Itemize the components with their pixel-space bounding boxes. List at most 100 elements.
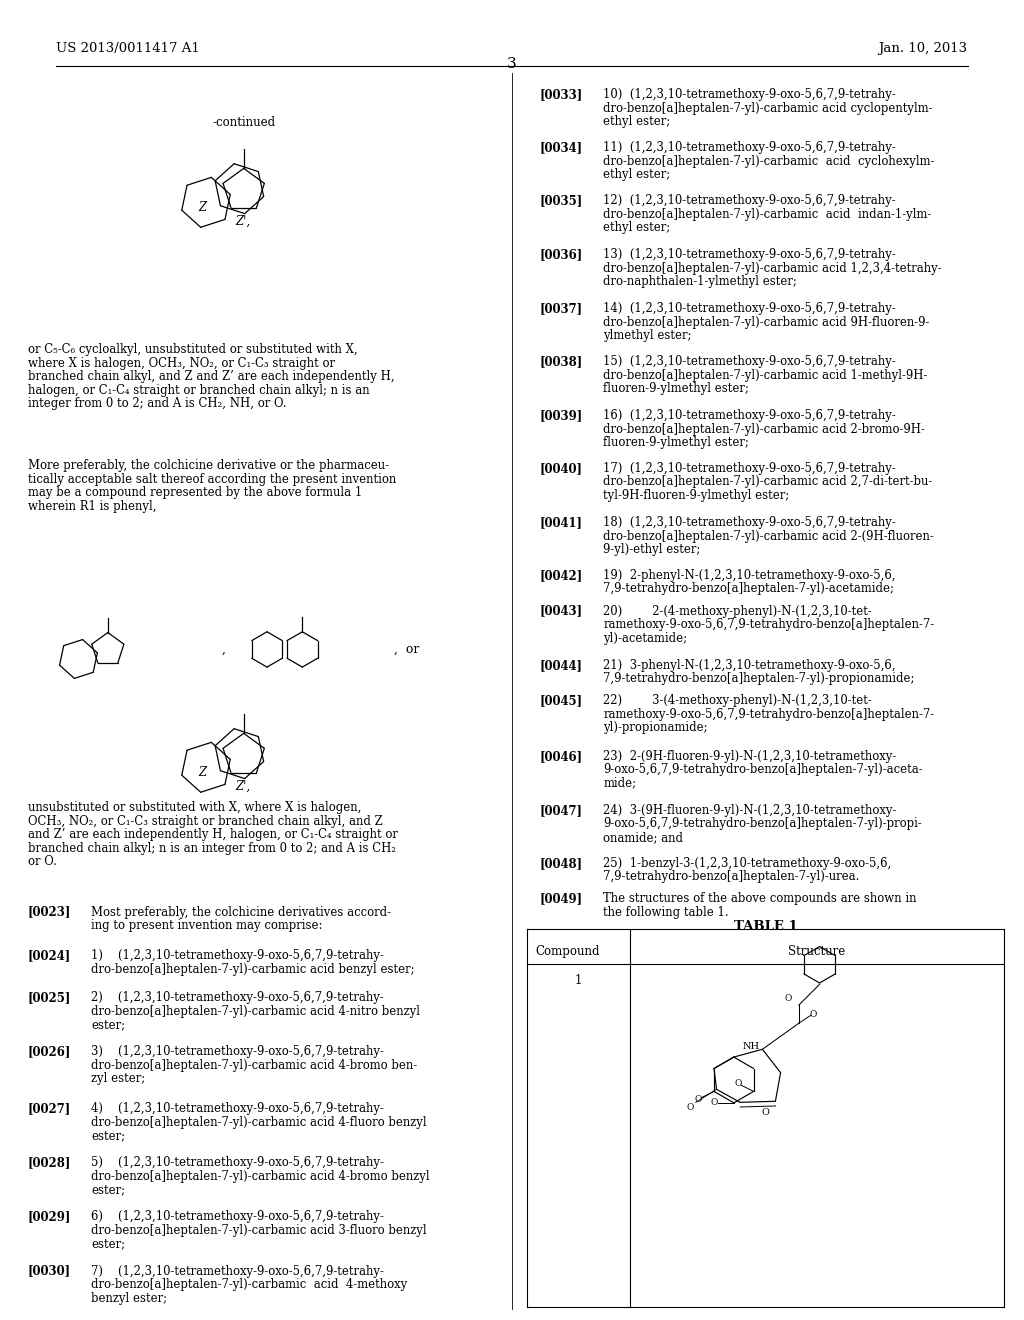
Text: [0041]: [0041]: [540, 516, 583, 529]
Text: dro-benzo[a]heptalen-7-yl)-carbamic acid benzyl ester;: dro-benzo[a]heptalen-7-yl)-carbamic acid…: [91, 962, 415, 975]
Text: and Z’ are each independently H, halogen, or C₁-C₄ straight or: and Z’ are each independently H, halogen…: [28, 828, 397, 841]
Text: dro-naphthalen-1-ylmethyl ester;: dro-naphthalen-1-ylmethyl ester;: [603, 275, 797, 288]
Text: 20)        2-(4-methoxy-phenyl)-N-(1,2,3,10-tet-: 20) 2-(4-methoxy-phenyl)-N-(1,2,3,10-tet…: [603, 605, 871, 618]
Text: 7,9-tetrahydro-benzo[a]heptalen-7-yl)-urea.: 7,9-tetrahydro-benzo[a]heptalen-7-yl)-ur…: [603, 870, 859, 883]
Text: 14)  (1,2,3,10-tetramethoxy-9-oxo-5,6,7,9-tetrahy-: 14) (1,2,3,10-tetramethoxy-9-oxo-5,6,7,9…: [603, 302, 896, 315]
Text: mide;: mide;: [603, 776, 636, 789]
Text: yl)-acetamide;: yl)-acetamide;: [603, 631, 687, 644]
Text: 22)        3-(4-methoxy-phenyl)-N-(1,2,3,10-tet-: 22) 3-(4-methoxy-phenyl)-N-(1,2,3,10-tet…: [603, 694, 871, 708]
Text: 7,9-tetrahydro-benzo[a]heptalen-7-yl)-propionamide;: 7,9-tetrahydro-benzo[a]heptalen-7-yl)-pr…: [603, 672, 914, 685]
Text: or O.: or O.: [28, 855, 56, 869]
Text: unsubstituted or substituted with X, where X is halogen,: unsubstituted or substituted with X, whe…: [28, 801, 361, 814]
Text: O: O: [762, 1107, 769, 1117]
Text: dro-benzo[a]heptalen-7-yl)-carbamic acid 2,7-di-tert-bu-: dro-benzo[a]heptalen-7-yl)-carbamic acid…: [603, 475, 933, 488]
Text: [0033]: [0033]: [540, 88, 583, 102]
Text: 1)    (1,2,3,10-tetramethoxy-9-oxo-5,6,7,9-tetrahy-: 1) (1,2,3,10-tetramethoxy-9-oxo-5,6,7,9-…: [91, 949, 384, 962]
Text: 7,9-tetrahydro-benzo[a]heptalen-7-yl)-acetamide;: 7,9-tetrahydro-benzo[a]heptalen-7-yl)-ac…: [603, 582, 894, 595]
Text: 9-yl)-ethyl ester;: 9-yl)-ethyl ester;: [603, 543, 700, 556]
Text: [0030]: [0030]: [28, 1265, 71, 1278]
Text: dro-benzo[a]heptalen-7-yl)-carbamic acid 2-bromo-9H-: dro-benzo[a]heptalen-7-yl)-carbamic acid…: [603, 422, 925, 436]
Text: [0026]: [0026]: [28, 1045, 71, 1059]
Text: [0029]: [0029]: [28, 1210, 71, 1224]
Text: ing to present invention may comprise:: ing to present invention may comprise:: [91, 919, 323, 932]
Text: US 2013/0011417 A1: US 2013/0011417 A1: [56, 42, 200, 55]
Text: [0043]: [0043]: [540, 605, 583, 618]
Text: [0037]: [0037]: [540, 302, 583, 315]
Text: 13)  (1,2,3,10-tetramethoxy-9-oxo-5,6,7,9-tetrahy-: 13) (1,2,3,10-tetramethoxy-9-oxo-5,6,7,9…: [603, 248, 896, 261]
Text: [0023]: [0023]: [28, 906, 71, 919]
Text: 5)    (1,2,3,10-tetramethoxy-9-oxo-5,6,7,9-tetrahy-: 5) (1,2,3,10-tetramethoxy-9-oxo-5,6,7,9-…: [91, 1156, 384, 1170]
Text: 18)  (1,2,3,10-tetramethoxy-9-oxo-5,6,7,9-tetrahy-: 18) (1,2,3,10-tetramethoxy-9-oxo-5,6,7,9…: [603, 516, 896, 529]
Text: 1: 1: [574, 974, 583, 987]
Text: ramethoxy-9-oxo-5,6,7,9-tetrahydro-benzo[a]heptalen-7-: ramethoxy-9-oxo-5,6,7,9-tetrahydro-benzo…: [603, 618, 934, 631]
Text: ester;: ester;: [91, 1018, 125, 1031]
Text: dro-benzo[a]heptalen-7-yl)-carbamic acid 4-bromo ben-: dro-benzo[a]heptalen-7-yl)-carbamic acid…: [91, 1059, 417, 1072]
Text: [0024]: [0024]: [28, 949, 71, 962]
Text: -continued: -continued: [212, 116, 275, 129]
Text: Jan. 10, 2013: Jan. 10, 2013: [879, 42, 968, 55]
Text: TABLE 1: TABLE 1: [733, 920, 798, 933]
Text: 9-oxo-5,6,7,9-tetrahydro-benzo[a]heptalen-7-yl)-aceta-: 9-oxo-5,6,7,9-tetrahydro-benzo[a]heptale…: [603, 763, 923, 776]
Text: ester;: ester;: [91, 1183, 125, 1196]
Text: dro-benzo[a]heptalen-7-yl)-carbamic acid 2-(9H-fluoren-: dro-benzo[a]heptalen-7-yl)-carbamic acid…: [603, 529, 934, 543]
Text: tically acceptable salt thereof according the present invention: tically acceptable salt thereof accordin…: [28, 473, 396, 486]
Text: dro-benzo[a]heptalen-7-yl)-carbamic acid 4-fluoro benzyl: dro-benzo[a]heptalen-7-yl)-carbamic acid…: [91, 1115, 427, 1129]
Text: 15)  (1,2,3,10-tetramethoxy-9-oxo-5,6,7,9-tetrahy-: 15) (1,2,3,10-tetramethoxy-9-oxo-5,6,7,9…: [603, 355, 896, 368]
Text: O: O: [784, 994, 793, 1003]
Text: tyl-9H-fluoren-9-ylmethyl ester;: tyl-9H-fluoren-9-ylmethyl ester;: [603, 488, 790, 502]
Text: [0040]: [0040]: [540, 462, 583, 475]
Text: ester;: ester;: [91, 1237, 125, 1250]
Text: NH: NH: [742, 1043, 759, 1051]
Text: dro-benzo[a]heptalen-7-yl)-carbamic acid 1-methyl-9H-: dro-benzo[a]heptalen-7-yl)-carbamic acid…: [603, 368, 928, 381]
Text: dro-benzo[a]heptalen-7-yl)-carbamic acid 4-nitro benzyl: dro-benzo[a]heptalen-7-yl)-carbamic acid…: [91, 1005, 420, 1018]
Text: dro-benzo[a]heptalen-7-yl)-carbamic acid 4-bromo benzyl: dro-benzo[a]heptalen-7-yl)-carbamic acid…: [91, 1170, 430, 1183]
Text: ,: ,: [221, 643, 225, 656]
Text: Z: Z: [199, 767, 207, 779]
Text: may be a compound represented by the above formula 1: may be a compound represented by the abo…: [28, 486, 361, 499]
Text: onamide; and: onamide; and: [603, 830, 683, 843]
Text: wherein R1 is phenyl,: wherein R1 is phenyl,: [28, 500, 156, 513]
Text: dro-benzo[a]heptalen-7-yl)-carbamic  acid  4-methoxy: dro-benzo[a]heptalen-7-yl)-carbamic acid…: [91, 1278, 408, 1291]
Text: O: O: [809, 1010, 817, 1019]
Text: ylmethyl ester;: ylmethyl ester;: [603, 329, 691, 342]
Text: 6)    (1,2,3,10-tetramethoxy-9-oxo-5,6,7,9-tetrahy-: 6) (1,2,3,10-tetramethoxy-9-oxo-5,6,7,9-…: [91, 1210, 384, 1224]
Text: zyl ester;: zyl ester;: [91, 1072, 145, 1085]
Text: Most preferably, the colchicine derivatives accord-: Most preferably, the colchicine derivati…: [91, 906, 391, 919]
Text: [0039]: [0039]: [540, 409, 583, 422]
Text: 25)  1-benzyl-3-(1,2,3,10-tetramethoxy-9-oxo-5,6,: 25) 1-benzyl-3-(1,2,3,10-tetramethoxy-9-…: [603, 857, 891, 870]
Text: The structures of the above compounds are shown in: The structures of the above compounds ar…: [603, 892, 916, 906]
Text: where X is halogen, OCH₃, NO₂, or C₁-C₃ straight or: where X is halogen, OCH₃, NO₂, or C₁-C₃ …: [28, 356, 335, 370]
Text: [0045]: [0045]: [540, 694, 583, 708]
Text: 17)  (1,2,3,10-tetramethoxy-9-oxo-5,6,7,9-tetrahy-: 17) (1,2,3,10-tetramethoxy-9-oxo-5,6,7,9…: [603, 462, 896, 475]
Text: dro-benzo[a]heptalen-7-yl)-carbamic  acid  cyclohexylm-: dro-benzo[a]heptalen-7-yl)-carbamic acid…: [603, 154, 935, 168]
Text: branched chain alkyl; n is an integer from 0 to 2; and A is CH₂: branched chain alkyl; n is an integer fr…: [28, 842, 395, 855]
Text: dro-benzo[a]heptalen-7-yl)-carbamic  acid  indan-1-ylm-: dro-benzo[a]heptalen-7-yl)-carbamic acid…: [603, 207, 932, 220]
Text: [0035]: [0035]: [540, 194, 583, 207]
Text: [0049]: [0049]: [540, 892, 583, 906]
Text: ethyl ester;: ethyl ester;: [603, 220, 671, 234]
Text: 4)    (1,2,3,10-tetramethoxy-9-oxo-5,6,7,9-tetrahy-: 4) (1,2,3,10-tetramethoxy-9-oxo-5,6,7,9-…: [91, 1102, 384, 1115]
Text: ,  or: , or: [394, 643, 420, 656]
Text: dro-benzo[a]heptalen-7-yl)-carbamic acid 1,2,3,4-tetrahy-: dro-benzo[a]heptalen-7-yl)-carbamic acid…: [603, 261, 942, 275]
Text: OCH₃, NO₂, or C₁-C₃ straight or branched chain alkyl, and Z: OCH₃, NO₂, or C₁-C₃ straight or branched…: [28, 814, 382, 828]
Text: [0046]: [0046]: [540, 750, 583, 763]
Text: [0036]: [0036]: [540, 248, 583, 261]
Text: integer from 0 to 2; and A is CH₂, NH, or O.: integer from 0 to 2; and A is CH₂, NH, o…: [28, 397, 287, 411]
Text: 10)  (1,2,3,10-tetramethoxy-9-oxo-5,6,7,9-tetrahy-: 10) (1,2,3,10-tetramethoxy-9-oxo-5,6,7,9…: [603, 88, 896, 102]
Text: dro-benzo[a]heptalen-7-yl)-carbamic acid cyclopentylm-: dro-benzo[a]heptalen-7-yl)-carbamic acid…: [603, 102, 933, 115]
Text: [0028]: [0028]: [28, 1156, 71, 1170]
Text: Structure: Structure: [788, 945, 845, 958]
Text: [0034]: [0034]: [540, 141, 583, 154]
Text: [0047]: [0047]: [540, 804, 583, 817]
Text: benzyl ester;: benzyl ester;: [91, 1291, 167, 1304]
Text: [0042]: [0042]: [540, 569, 583, 582]
Text: dro-benzo[a]heptalen-7-yl)-carbamic acid 9H-fluoren-9-: dro-benzo[a]heptalen-7-yl)-carbamic acid…: [603, 315, 930, 329]
Text: halogen, or C₁-C₄ straight or branched chain alkyl; n is an: halogen, or C₁-C₄ straight or branched c…: [28, 384, 370, 397]
Text: 11)  (1,2,3,10-tetramethoxy-9-oxo-5,6,7,9-tetrahy-: 11) (1,2,3,10-tetramethoxy-9-oxo-5,6,7,9…: [603, 141, 896, 154]
Text: fluoren-9-ylmethyl ester;: fluoren-9-ylmethyl ester;: [603, 381, 749, 395]
Text: Z',: Z',: [236, 215, 250, 228]
Text: O: O: [734, 1080, 741, 1088]
Text: Z: Z: [199, 202, 207, 214]
Text: the following table 1.: the following table 1.: [603, 906, 729, 919]
Text: More preferably, the colchicine derivative or the pharmaceu-: More preferably, the colchicine derivati…: [28, 459, 389, 473]
